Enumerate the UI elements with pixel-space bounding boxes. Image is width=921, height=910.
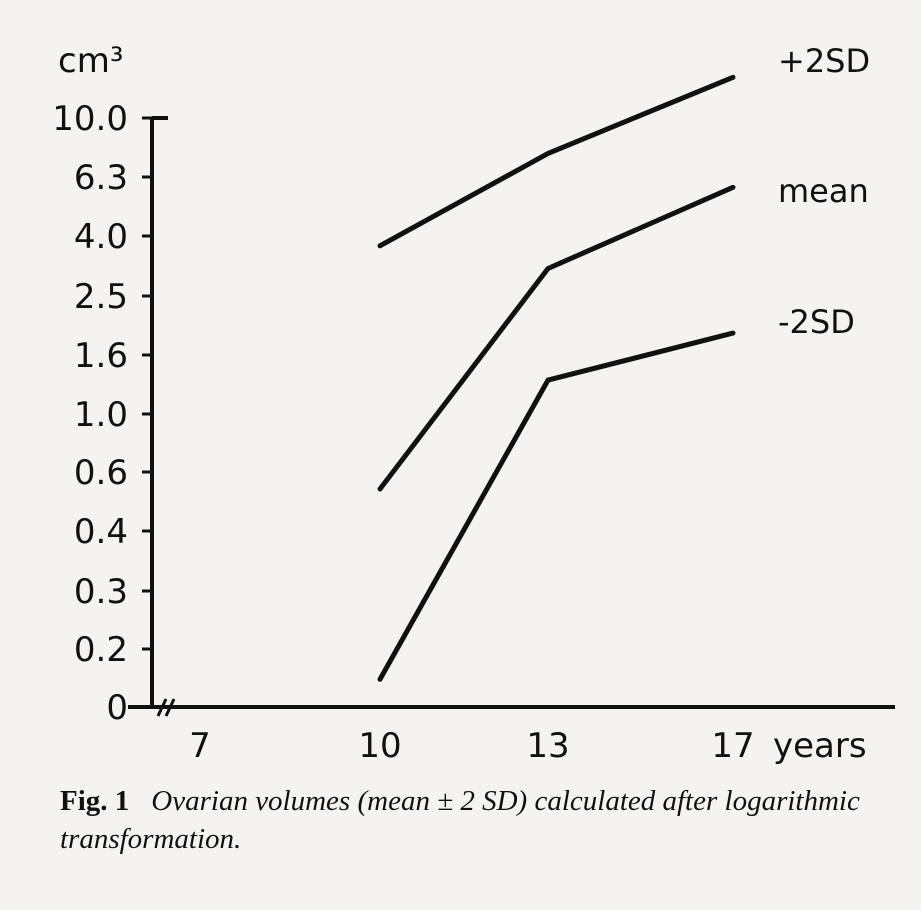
y-tick-label: 0.3: [74, 572, 128, 612]
x-tick-label: 13: [526, 726, 569, 766]
y-tick-label: 1.6: [74, 336, 128, 376]
x-axis-label: years: [773, 726, 867, 766]
y-tick-label: 10.0: [52, 99, 128, 139]
y-tick-label: 0.2: [74, 630, 128, 670]
line-chart: 0 0.2 0.3 0.4 0.6 1.0 1.6 2.5 4.0 6.3 10.0 7 10 13 17…: [52, 41, 895, 766]
y-tick-label: 1.0: [74, 395, 128, 435]
caption-text: Ovarian volumes (mean ± 2 SD) calculated…: [60, 785, 860, 855]
series-label: +2SD: [778, 42, 870, 80]
y-axis-label: cm³: [58, 41, 123, 81]
series-label: -2SD: [778, 303, 855, 341]
y-tick-label: 4.0: [74, 217, 128, 257]
y-axis-ticks: 0 0.2 0.3 0.4 0.6 1.0 1.6 2.5 4.0 6.3 10.0: [52, 99, 152, 728]
y-tick-label: 0: [106, 688, 128, 728]
series-line: [377, 330, 736, 682]
x-tick-label: 17: [711, 726, 754, 766]
series-line: [377, 74, 736, 249]
figure-caption: Fig. 1 Ovarian volumes (mean ± 2 SD) calc…: [60, 782, 900, 858]
series-label: mean: [778, 172, 869, 210]
axis-break-mark: [156, 698, 168, 717]
x-tick-label: 10: [358, 726, 401, 766]
y-tick-label: 6.3: [74, 158, 128, 198]
series-line: [377, 184, 736, 492]
series-labels: +2SD mean -2SD: [778, 42, 870, 341]
y-tick-label: 0.6: [74, 453, 128, 493]
y-tick-label: 2.5: [74, 277, 128, 317]
y-tick-label: 0.4: [74, 512, 128, 552]
axis-break-mark: [164, 698, 176, 717]
x-axis-ticks: 7 10 13 17: [189, 726, 754, 766]
series-lines: [377, 74, 736, 682]
x-tick-label: 7: [189, 726, 211, 766]
figure-number: Fig. 1: [60, 785, 130, 817]
